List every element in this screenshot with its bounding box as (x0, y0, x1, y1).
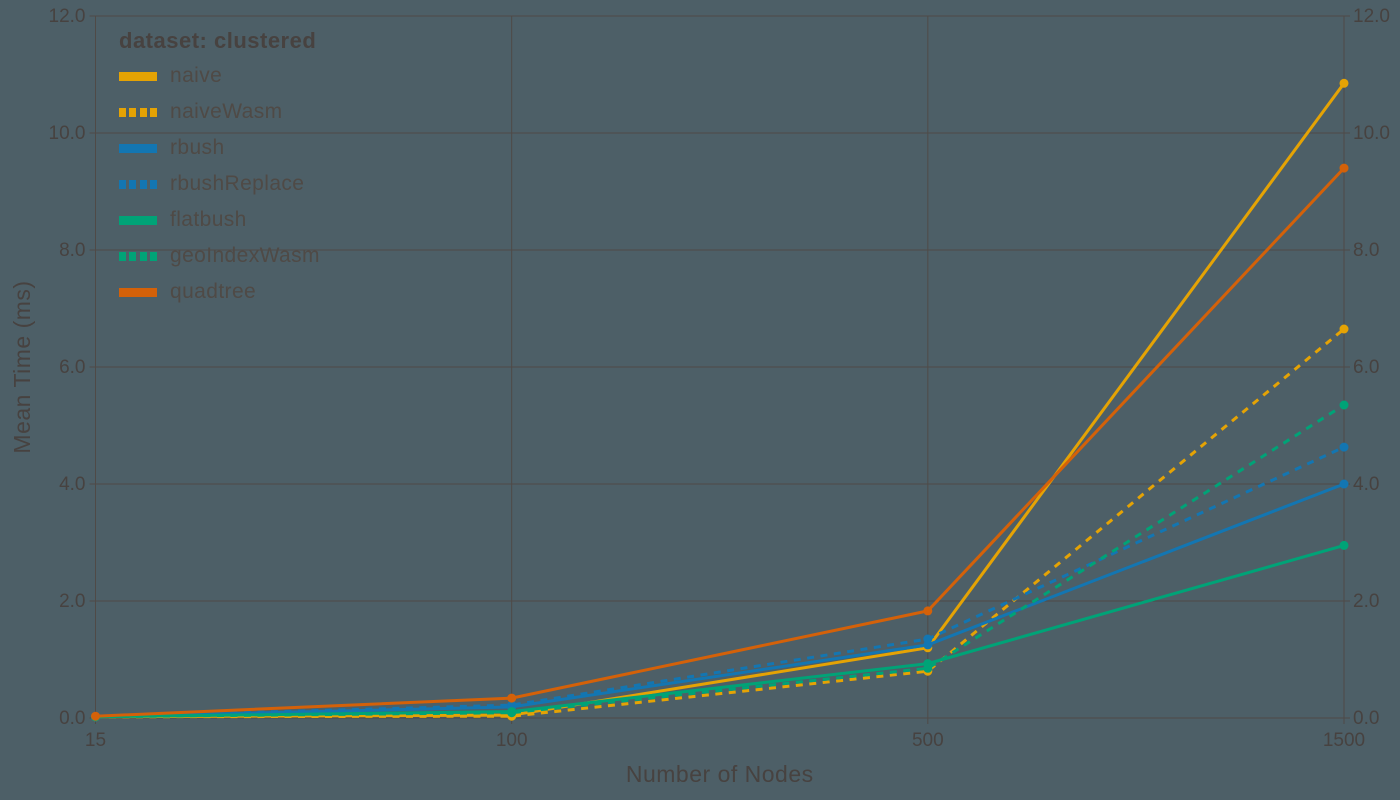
x-tick-label: 100 (496, 730, 528, 751)
data-point-rbushReplace-100 (507, 700, 517, 710)
legend-dash-segment (119, 179, 126, 189)
legend-item-label: geoIndexWasm (170, 244, 320, 267)
y-tick-label-left: 2.0 (59, 591, 85, 612)
legend-swatch-quadtree (119, 287, 157, 297)
legend-item-label: quadtree (170, 280, 257, 303)
legend-item-rbushreplace: rbushReplace (119, 166, 320, 202)
legend-solid-segment (119, 215, 157, 225)
y-tick-label-left: 12.0 (49, 6, 86, 27)
legend-item-geoindexwasm: geoIndexWasm (119, 238, 320, 274)
data-point-flatbush-1500 (1339, 540, 1349, 550)
series-line-naiveWasm (95, 327, 1345, 719)
legend-item-label: rbushReplace (170, 172, 305, 195)
y-tick-label-left: 8.0 (59, 240, 85, 261)
data-point-naiveWasm-1500 (1339, 324, 1349, 334)
legend-item-label: naive (170, 64, 223, 87)
y-tick-label-right: 12.0 (1353, 6, 1390, 27)
data-point-naive-1500 (1339, 78, 1349, 88)
x-tick-label: 1500 (1323, 730, 1365, 751)
y-tick-label-right: 6.0 (1353, 357, 1379, 378)
legend-dash-segment (119, 251, 126, 261)
y-tick-label-right: 8.0 (1353, 240, 1379, 261)
legend-swatch-rbush (119, 143, 157, 153)
series-line-geoIndexWasm (95, 403, 1345, 719)
legend-dash-segment (149, 179, 157, 189)
legend-swatch-naivewasm (119, 107, 157, 117)
y-tick-label-left: 4.0 (59, 474, 85, 495)
legend-swatch-rbushreplace (119, 179, 157, 189)
series-line-rbushReplace (95, 445, 1345, 719)
legend-swatch-naive (119, 71, 157, 81)
y-tick-label-right: 2.0 (1353, 591, 1379, 612)
legend-dash-segment (139, 251, 147, 261)
legend: dataset: clustered naive naiveWasm rbush… (119, 24, 320, 310)
y-tick-label-left: 0.0 (59, 708, 85, 729)
legend-solid-segment (119, 287, 157, 297)
data-point-quadtree-500 (923, 606, 933, 616)
legend-solid-segment (119, 71, 157, 81)
data-point-rbushReplace-500 (923, 634, 933, 644)
y-tick-label-right: 0.0 (1353, 708, 1379, 729)
legend-dash-segment (119, 107, 126, 117)
data-point-geoIndexWasm-100 (507, 708, 517, 718)
legend-item-quadtree: quadtree (119, 274, 320, 310)
legend-dash-segment (129, 251, 137, 261)
legend-item-label: flatbush (170, 208, 247, 231)
legend-item-label: naiveWasm (170, 100, 283, 123)
legend-item-label: rbush (170, 136, 225, 159)
legend-dash-segment (129, 179, 137, 189)
data-point-geoIndexWasm-500 (923, 663, 933, 673)
legend-solid-segment (119, 143, 157, 153)
legend-dash-segment (149, 251, 157, 261)
y-axis-title: Mean Time (ms) (9, 280, 35, 453)
legend-swatch-flatbush (119, 215, 157, 225)
data-point-quadtree-15 (91, 711, 100, 721)
legend-swatch-geoindexwasm (119, 251, 157, 261)
data-point-rbushReplace-1500 (1339, 442, 1349, 452)
legend-dash-segment (149, 107, 157, 117)
y-tick-label-left: 6.0 (59, 357, 85, 378)
x-tick-label: 500 (912, 730, 944, 751)
y-tick-label-right: 10.0 (1353, 123, 1390, 144)
data-point-quadtree-100 (507, 693, 517, 703)
legend-dash-segment (139, 179, 147, 189)
legend-dash-segment (139, 107, 147, 117)
x-axis-title: Number of Nodes (626, 761, 814, 787)
x-tick-label: 15 (85, 730, 106, 751)
legend-title: dataset: clustered (119, 28, 317, 53)
y-tick-label-right: 4.0 (1353, 474, 1379, 495)
series-line-quadtree (95, 167, 1346, 718)
legend-item-naive: naive (119, 58, 320, 94)
legend-item-flatbush: flatbush (119, 202, 320, 238)
legend-dash-segment (129, 107, 137, 117)
data-point-quadtree-1500 (1339, 163, 1349, 173)
y-tick-label-left: 10.0 (49, 123, 86, 144)
data-point-geoIndexWasm-1500 (1339, 400, 1349, 410)
data-point-rbush-1500 (1339, 479, 1349, 489)
legend-item-naivewasm: naiveWasm (119, 94, 320, 130)
legend-item-rbush: rbush (119, 130, 320, 166)
